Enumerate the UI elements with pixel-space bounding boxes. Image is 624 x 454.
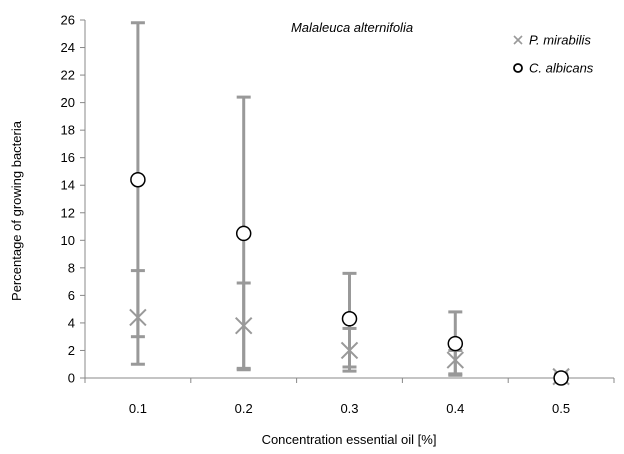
y-tick-label: 24 (61, 40, 75, 55)
data-point-circle (553, 370, 569, 386)
data-point-x (234, 316, 253, 335)
x-axis-title: Concentration essential oil [%] (262, 432, 437, 447)
y-tick-label: 2 (68, 343, 75, 358)
legend-x-marker (513, 35, 523, 45)
data-point-x (446, 351, 465, 369)
x-marker-stroke (234, 316, 253, 335)
chart-title: Malaleuca alternifolia (291, 20, 413, 35)
y-tick-label: 0 (68, 371, 75, 386)
y-tick-label: 6 (68, 288, 75, 303)
x-tick-label: 0.5 (552, 401, 570, 416)
x-marker-stroke (340, 341, 359, 360)
legend: P. mirabilis C. albicans (513, 33, 594, 76)
x-tick-label: 0.2 (235, 401, 253, 416)
x-tick-label: 0.3 (340, 401, 358, 416)
data-point-x (129, 308, 147, 327)
legend-label: C. albicans (529, 61, 594, 76)
data-point-circle (341, 311, 358, 327)
legend-circle-marker (513, 63, 523, 73)
y-tick-label: 14 (61, 178, 75, 193)
y-tick-label: 12 (61, 205, 75, 220)
y-tick-label: 16 (61, 150, 75, 165)
legend-label: P. mirabilis (529, 33, 591, 48)
y-tick-label: 22 (61, 68, 75, 83)
y-tick-label: 10 (61, 233, 75, 248)
y-tick-label: 18 (61, 123, 75, 138)
legend-marker-stroke (513, 35, 523, 45)
data-point-circle (130, 171, 146, 188)
data-markers (129, 171, 570, 386)
y-axis-title: Percentage of growing bacteria (9, 120, 24, 301)
y-tick-label: 26 (61, 13, 75, 28)
x-marker-stroke (129, 308, 147, 327)
x-tick-label: 0.4 (446, 401, 464, 416)
data-point-x (340, 341, 359, 360)
y-tick-label: 8 (68, 260, 75, 275)
data-point-circle (447, 335, 464, 352)
y-tick-label: 4 (68, 315, 75, 330)
y-tick-label: 20 (61, 95, 75, 110)
x-marker-stroke (446, 351, 465, 369)
x-tick-label: 0.1 (129, 401, 147, 416)
data-point-circle (235, 225, 252, 242)
